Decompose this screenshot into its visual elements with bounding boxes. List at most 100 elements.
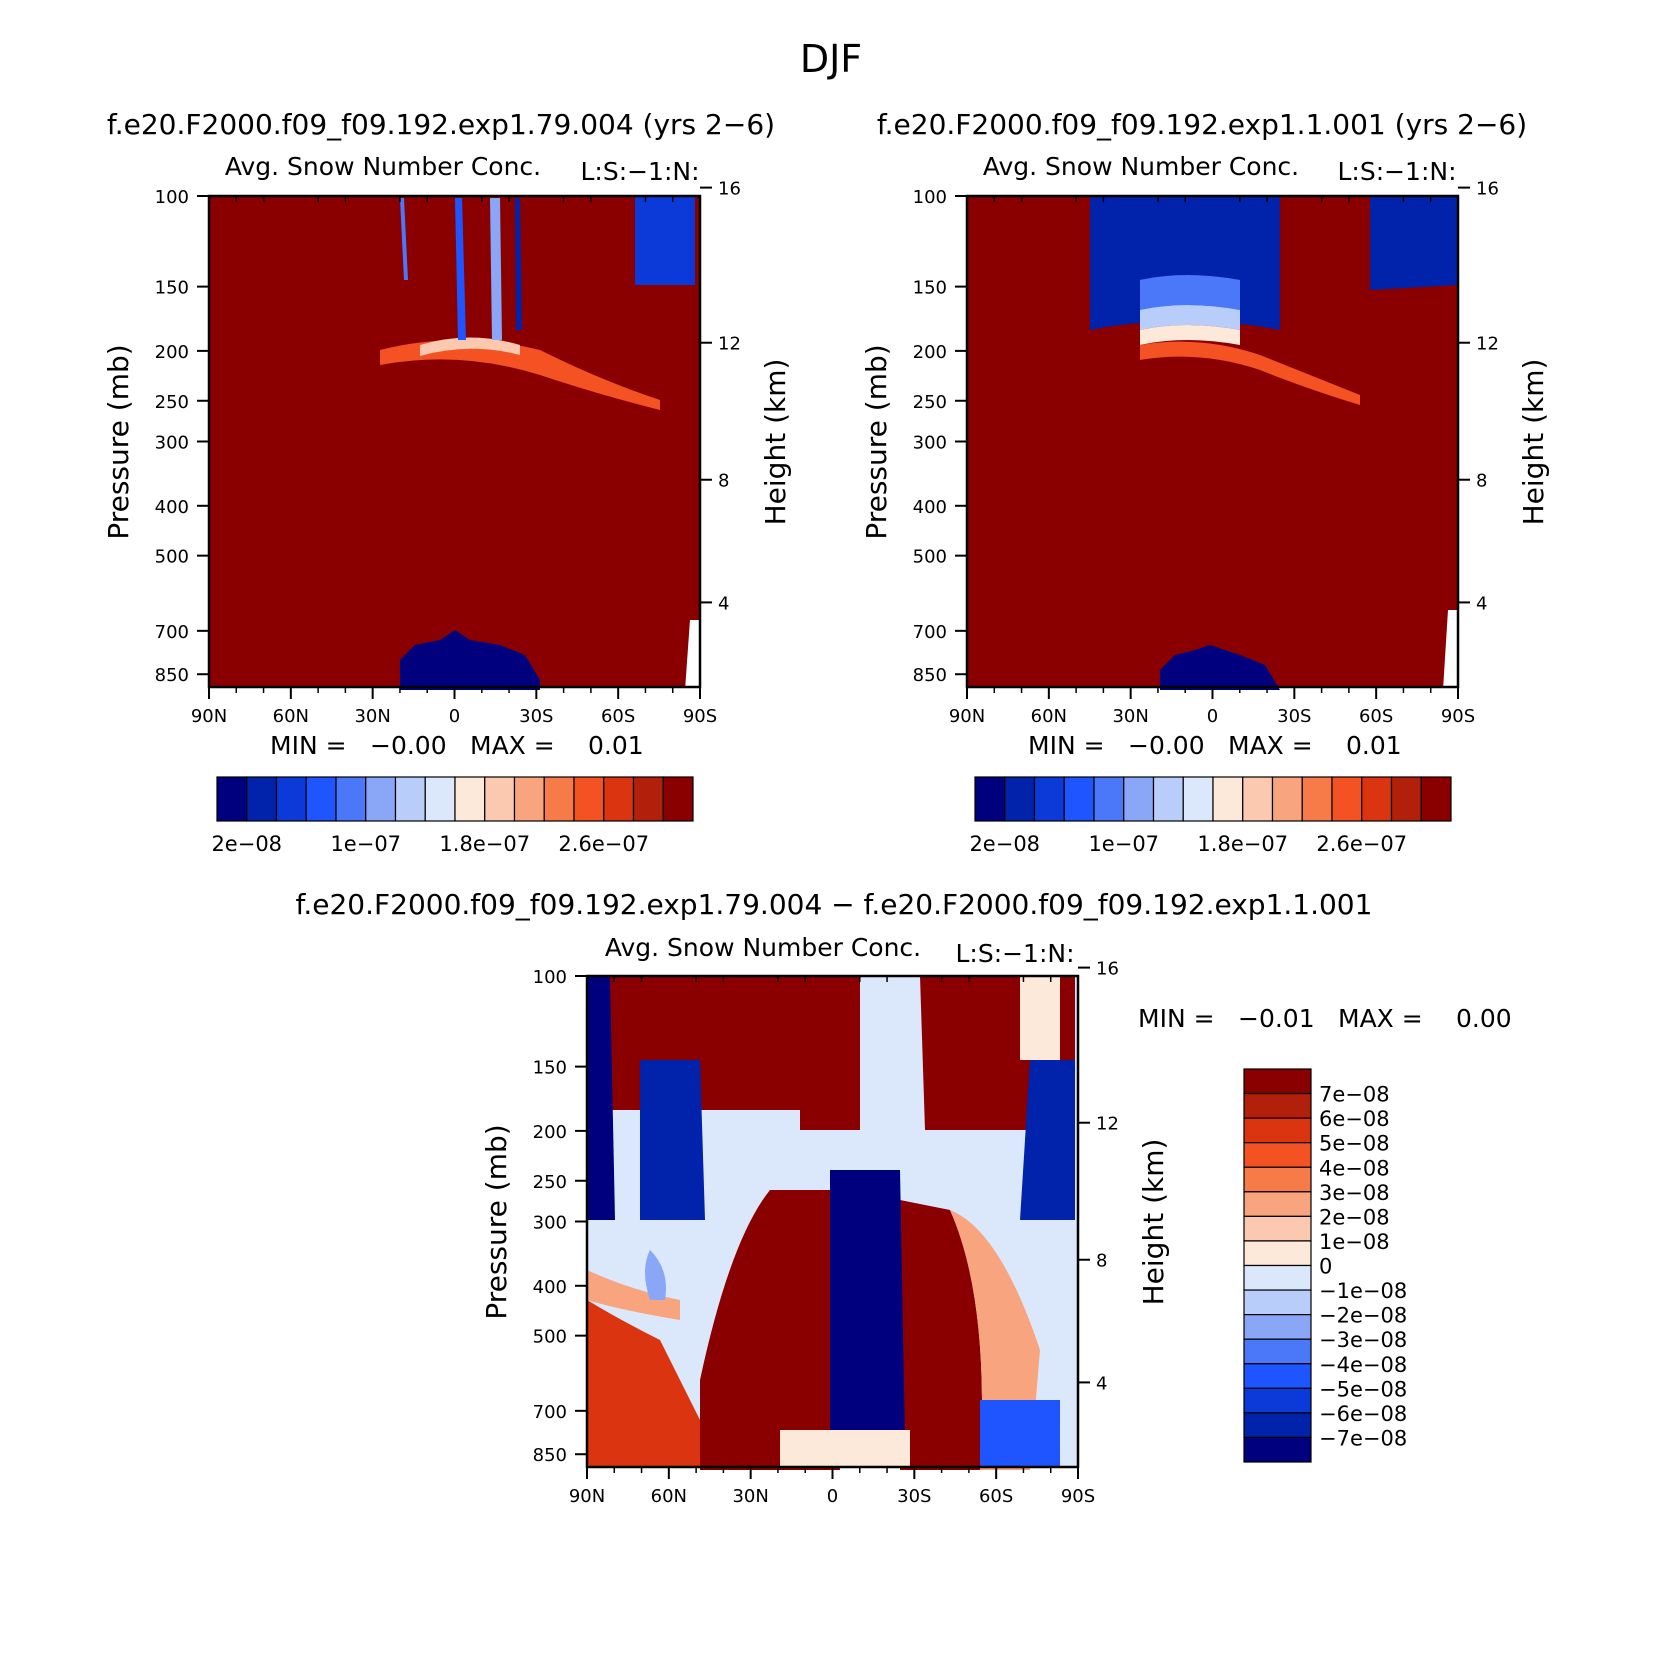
colorbar-swatch [335,776,367,822]
x-tick-label: 90S [683,706,717,727]
colorbar-swatch [1243,1092,1312,1119]
y-tick-label: 200 [155,342,189,363]
panel-1-upper-blue-patch [635,196,695,285]
x-tick-label: 60S [979,1486,1013,1507]
panel-1-units: L:S:−1:N: [580,157,699,186]
panel-1-max-label: MAX = [470,731,555,760]
colorbar-swatch [1243,1363,1312,1389]
panel-1-axes: 90N 60N 30N 0 30S 60S 90S 100 150 200 250 300 400 500… [155,179,741,727]
colorbar-swatch [573,776,605,822]
y-tick-label: 300 [155,433,189,454]
colorbar-swatch [1243,1068,1312,1095]
panel-1-streak-c [490,198,502,340]
panel-1-min-label: MIN = [270,731,347,760]
colorbar-label: 2.6e−07 [1316,832,1407,856]
colorbar-swatch [1243,1215,1312,1242]
colorbar-swatch [1390,776,1422,822]
y-tick-label: 400 [913,497,947,518]
colorbar-swatch [1243,1436,1312,1463]
panel-3-equator-light [860,976,925,1130]
panel-2-max-value: 0.01 [1346,731,1402,760]
x-tick-label: 90S [1061,1486,1095,1507]
colorbar-label: 3e−08 [1319,1181,1390,1205]
panel-2-min-value: −0.00 [1128,731,1205,760]
y-tick-label: 150 [155,278,189,299]
y-tick-label: 500 [913,547,947,568]
y-tick-label: 100 [913,187,947,208]
y-tick-label: 150 [913,278,947,299]
colorbar-swatch [1361,776,1393,822]
colorbar-swatch [974,776,1006,822]
panel-3-central-blue [830,1170,905,1440]
panel-3-mid-red-right [900,1200,982,1470]
panel-2-min-label: MIN = [1028,731,1105,760]
y-right-tick-label: 12 [1476,334,1499,355]
colorbar-swatch [1243,1264,1312,1291]
panel-2-case-title: f.e20.F2000.f09_f09.192.exp1.1.001 (yrs … [877,108,1527,141]
colorbar-swatch [305,776,337,822]
y-right-tick-label: 4 [1476,593,1487,614]
panel-1-plot-title: Avg. Snow Number Conc. [225,152,541,181]
y-tick-label: 500 [155,547,189,568]
panel-3-lower-left-orange [587,1270,680,1320]
panel-3-blue-right-top [1020,1060,1075,1220]
panel-3-ylabel: Pressure (mb) [480,1124,513,1319]
panel-3-upper-blue-streaks [640,1060,705,1220]
colorbar-label: 1e−07 [1088,832,1159,856]
x-tick-label: 0 [449,706,460,727]
panel-1-streak-d [515,198,522,330]
colorbar-swatch [632,776,664,822]
colorbar-swatch [1243,1117,1312,1144]
colorbar-swatch [484,776,516,822]
y-right-tick-label: 4 [1096,1373,1107,1394]
panel-2-axes: 90N 60N 30N 0 30S 60S 90S 100 150 200 250 300 400 500… [913,179,1499,727]
panel-2-lower-blue [1160,645,1280,690]
colorbar-swatch [1243,1289,1312,1316]
panel-3-min-label: MIN = [1138,1004,1215,1033]
colorbar-label: 1e−07 [330,832,401,856]
colorbar-label: 2e−08 [1319,1205,1390,1229]
y-tick-label: 100 [155,187,189,208]
y-right-tick-label: 4 [718,593,729,614]
y-tick-label: 300 [913,433,947,454]
panel-2-edge-white [1443,610,1458,690]
colorbar-swatch [662,776,694,822]
panel-3-units: L:S:−1:N: [955,939,1074,968]
x-tick-label: 0 [1207,706,1218,727]
colorbar-swatch [1063,776,1095,822]
panel-2-dome-mid [1140,275,1240,310]
colorbar-label: −6e−08 [1319,1402,1407,1426]
x-tick-label: 30N [354,706,390,727]
colorbar-swatch [1243,1240,1312,1267]
colorbar-label: 1e−08 [1319,1230,1390,1254]
colorbar-swatch [543,776,575,822]
panel-3-left-bubble [645,1250,666,1300]
panel-3-right-low-blue [980,1400,1060,1467]
y-right-tick-label: 8 [1476,471,1487,492]
x-tick-label: 60S [1359,706,1393,727]
colorbar-label: 7e−08 [1319,1083,1390,1107]
colorbar-swatch [1243,1142,1312,1168]
colorbar-swatch [1420,776,1452,822]
y-right-tick-label: 12 [1096,1114,1119,1135]
y-tick-label: 100 [533,967,567,988]
panel-1-colorbar: 2e−08 1e−07 1.8e−07 2.6e−07 [211,776,694,856]
colorbar-swatch [1331,776,1363,822]
panel-2: f.e20.F2000.f09_f09.192.exp1.1.001 (yrs … [860,108,1550,856]
panel-1-min-value: −0.00 [370,731,447,760]
y-tick-label: 150 [533,1058,567,1079]
x-tick-label: 60N [273,706,309,727]
x-tick-label: 60S [601,706,635,727]
y-tick-label: 250 [533,1172,567,1193]
colorbar-swatch [424,776,456,822]
panel-1-tropopause-glow [420,337,520,356]
panel-2-plot-title: Avg. Snow Number Conc. [983,152,1299,181]
panel-1-edge-white [685,620,700,690]
x-tick-label: 0 [827,1486,838,1507]
panel-1-field [209,196,700,690]
colorbar-swatch [246,776,278,822]
panel-1-fill [209,196,700,687]
colorbar-swatch [365,776,397,822]
colorbar-swatch [1152,776,1184,822]
